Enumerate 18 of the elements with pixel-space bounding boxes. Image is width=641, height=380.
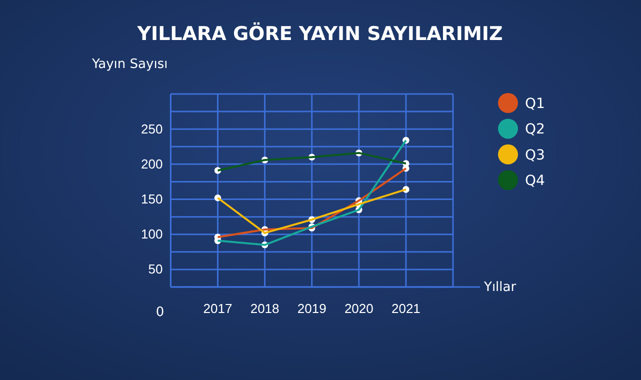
legend-label: Q3	[525, 147, 545, 164]
x-tick-label: 2020	[344, 301, 374, 316]
y-tick-label: 50	[148, 262, 163, 277]
y-tick-label: 250	[140, 121, 163, 136]
x-axis-title: Yıllar	[483, 280, 517, 295]
x-tick-label: 2021	[391, 301, 420, 316]
y-tick-label: 100	[140, 226, 163, 242]
x-tick-label: 2017	[203, 301, 232, 316]
y-tick-label: 150	[140, 191, 163, 206]
legend-label: Q1	[525, 96, 545, 112]
legend-label: Q4	[525, 173, 546, 190]
text: 0	[156, 305, 164, 320]
y-axis-title: Yayın Sayısı	[91, 57, 168, 72]
x-tick-label: 2018	[250, 301, 280, 316]
x-tick-label: 2019	[297, 301, 326, 316]
legend-label: Q2	[525, 122, 545, 138]
y-tick-label: 200	[140, 156, 163, 172]
chart-title: YILLARA GÖRE YAYIN SAYILARIMIZ	[136, 22, 503, 45]
